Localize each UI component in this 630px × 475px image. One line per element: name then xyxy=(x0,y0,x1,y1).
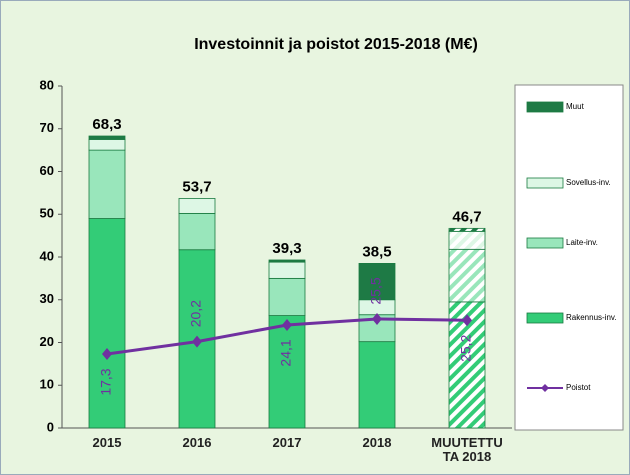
legend-swatch xyxy=(526,101,564,113)
y-tick-label: 70 xyxy=(40,120,54,135)
y-tick-label: 20 xyxy=(40,334,54,349)
line-value-label: 25,5 xyxy=(368,277,384,304)
x-tick-label: 2016 xyxy=(182,435,212,450)
legend-label: Laite-inv. xyxy=(566,238,598,247)
bar-segment xyxy=(268,277,306,316)
bar-segment xyxy=(88,139,126,151)
total-label: 68,3 xyxy=(92,116,121,133)
x-tick-label: 2015 xyxy=(92,435,122,450)
y-tick-label: 40 xyxy=(40,248,54,263)
y-tick-label: 30 xyxy=(40,291,54,306)
y-tick-label: 0 xyxy=(47,419,54,434)
bar-segment xyxy=(88,149,126,219)
bar-segment xyxy=(448,230,486,250)
x-tick-label: MUUTETTU TA 2018 xyxy=(431,435,503,464)
legend-box xyxy=(514,84,624,431)
y-tick-label: 10 xyxy=(40,377,54,392)
y-tick-label: 80 xyxy=(40,77,54,92)
legend-swatch xyxy=(526,177,564,189)
total-label: 38,5 xyxy=(362,243,391,260)
y-tick-label: 60 xyxy=(40,163,54,178)
legend-marker xyxy=(541,384,549,392)
legend-swatch xyxy=(526,237,564,249)
bar-segment xyxy=(358,263,396,301)
bar-segment xyxy=(178,212,216,251)
legend-label: Rakennus-inv. xyxy=(566,313,617,322)
line-value-label: 20,2 xyxy=(188,300,204,327)
line-value-label: 24,1 xyxy=(278,339,294,366)
line-marker xyxy=(462,314,472,327)
bar-segment xyxy=(268,261,306,279)
bar-segment xyxy=(88,135,126,140)
line-value-label: 17,3 xyxy=(98,368,114,395)
line-marker xyxy=(282,318,292,331)
bar-segment xyxy=(358,341,396,429)
legend-swatch xyxy=(526,312,564,324)
bar-segment xyxy=(268,315,306,429)
bar-segment xyxy=(448,227,486,232)
x-tick-label: 2017 xyxy=(272,435,302,450)
total-label: 39,3 xyxy=(272,240,301,257)
line-marker xyxy=(192,335,202,348)
bar-segment xyxy=(448,248,486,303)
line-marker xyxy=(102,348,112,361)
x-tick-label: 2018 xyxy=(362,435,392,450)
bar-segment xyxy=(88,218,126,429)
chart-title: Investoinnit ja poistot 2015-2018 (M€) xyxy=(194,36,478,53)
line-marker xyxy=(372,312,382,325)
bar-segment xyxy=(178,198,216,214)
total-label: 46,7 xyxy=(452,208,481,225)
bar-segment xyxy=(268,259,306,263)
line-value-label: 25,2 xyxy=(458,334,474,361)
legend-label: Sovellus-inv. xyxy=(566,178,611,187)
total-label: 53,7 xyxy=(182,178,211,195)
legend-label: Poistot xyxy=(566,383,591,392)
y-tick-label: 50 xyxy=(40,206,54,221)
legend-label: Muut xyxy=(566,102,585,111)
